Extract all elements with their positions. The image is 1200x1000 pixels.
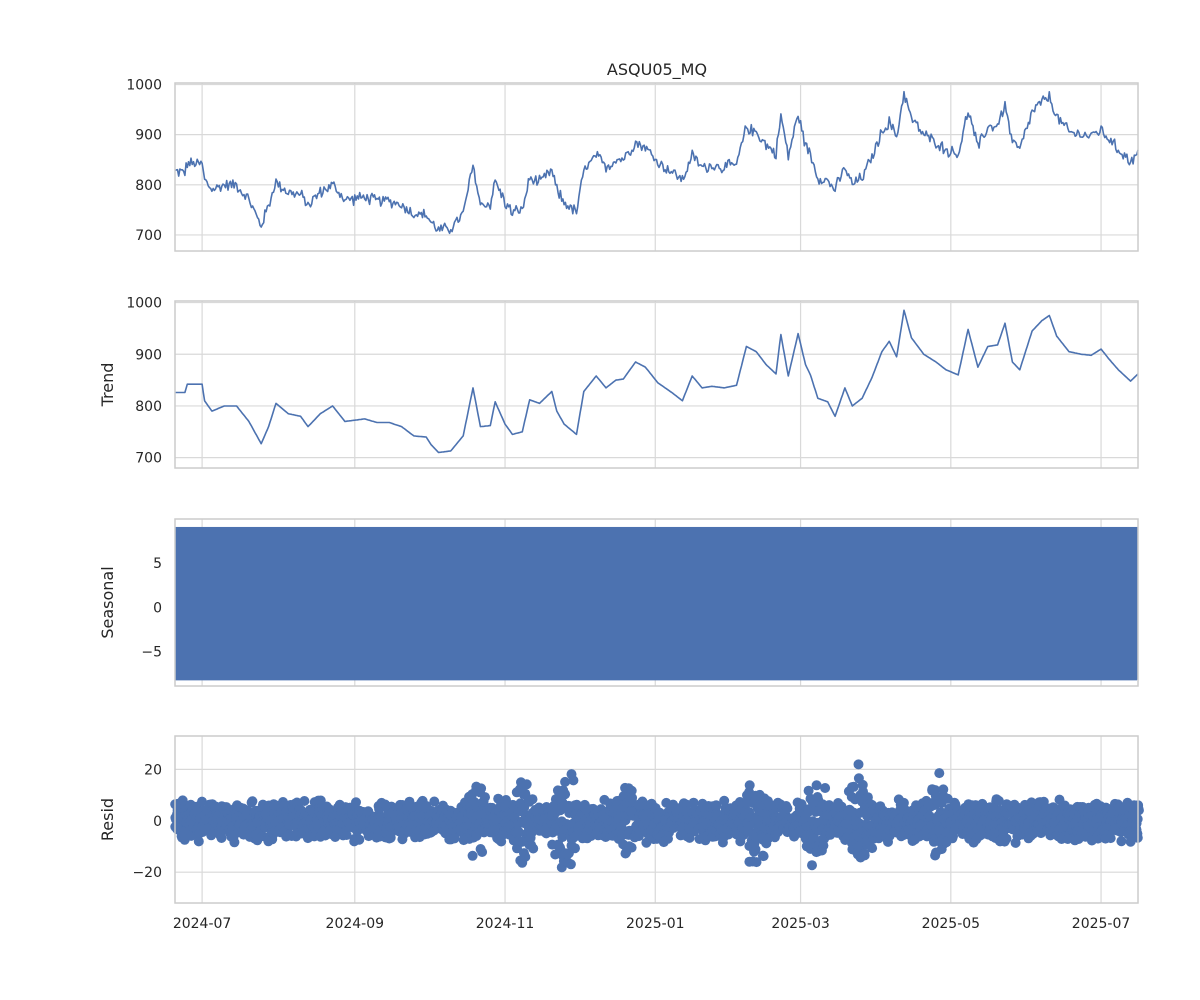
resid-point [570,843,580,854]
resid-point [550,849,561,860]
resid-point [626,842,637,853]
panel-resid: 20 0 −20 Resid 2024-07 2024-09 2024-11 2025-01 2… [98,735,1144,932]
resid-point [782,803,793,814]
resid-point [467,850,478,861]
resid-point [857,779,868,790]
y-tick-label: 700 [135,228,162,244]
resid-point [811,780,822,791]
resid-point [480,792,490,803]
y-tick-label: 800 [135,399,162,415]
resid-point [820,783,831,793]
resid-point [803,785,814,796]
resid-point [477,847,488,857]
y-axis-label: Resid [98,798,117,841]
resid-point [177,795,188,806]
resid-point [351,797,361,808]
y-tick-label: −5 [141,645,162,661]
resid-point [216,833,227,843]
panel-seasonal: 5 0 −5 Seasonal [98,518,1139,687]
resid-point [1105,833,1116,844]
resid-point [993,795,1004,806]
y-tick-label: 800 [135,178,162,194]
resid-point [496,836,507,847]
x-tick-label: 2025-07 [1072,916,1131,932]
panel-frame [174,735,1139,904]
panel-frame [174,518,1139,687]
resid-point [520,851,531,862]
y-tick-label: 700 [135,451,162,467]
x-tick-label: 2025-05 [922,916,981,932]
chart-title: ASQU05_MQ [607,60,707,80]
resid-point [751,857,762,868]
resid-point [1001,833,1012,844]
resid-points [170,759,1144,873]
y-tick-label: 900 [135,347,162,363]
resid-point [848,781,859,792]
resid-point [528,843,539,854]
resid-point [934,768,945,779]
series-line-observed [174,90,1139,235]
resid-point [560,789,571,800]
y-tick-label: 1000 [126,78,162,94]
y-tick-label: −20 [132,865,162,881]
resid-point [796,799,807,810]
resid-point [711,800,722,811]
resid-point [449,833,460,844]
resid-point [229,837,240,848]
resid-point [521,779,532,790]
y-tick-label: 20 [144,762,162,778]
resid-point [749,846,759,857]
resid-point [385,832,396,843]
resid-point [193,836,204,847]
resid-point [560,776,571,787]
resid-point [859,850,870,861]
x-tick-label: 2025-03 [771,916,830,932]
resid-point [527,794,538,805]
y-tick-label: 900 [135,128,162,144]
resid-point [476,783,487,794]
x-tick-label: 2024-09 [326,916,385,932]
resid-point [867,843,878,854]
resid-point [341,830,352,840]
x-tick-label: 2024-07 [173,916,232,932]
resid-point [354,834,365,845]
resid-point [513,826,524,837]
y-tick-label: 5 [153,556,162,572]
y-tick-label: 0 [153,814,162,830]
resid-point [1116,836,1127,847]
resid-point [627,792,638,803]
x-tick-label: 2025-01 [626,916,685,932]
panel-frame [174,300,1139,469]
resid-point [429,796,440,807]
resid-point [853,759,864,770]
resid-point [299,796,310,806]
panel-frame [174,82,1139,252]
y-tick-label: 1000 [126,296,162,312]
resid-point [562,849,573,860]
y-axis-label: Trend [98,363,117,408]
series-line-trend [175,309,1139,454]
resid-point [938,784,949,795]
resid-point [397,834,408,845]
resid-point [807,860,817,871]
resid-point [568,775,579,786]
panel-observed: 700 800 900 1000 [126,78,1139,252]
resid-point [246,797,257,808]
panel-trend: 700 800 900 1000 Trend [98,296,1139,469]
resid-point [758,851,769,862]
resid-point [836,801,847,812]
resid-point [626,785,637,796]
x-tick-label: 2024-11 [476,916,535,932]
seasonal-band [175,526,1138,680]
y-axis-label: Seasonal [98,566,117,638]
resid-point [565,859,576,870]
y-tick-label: 0 [153,600,162,616]
